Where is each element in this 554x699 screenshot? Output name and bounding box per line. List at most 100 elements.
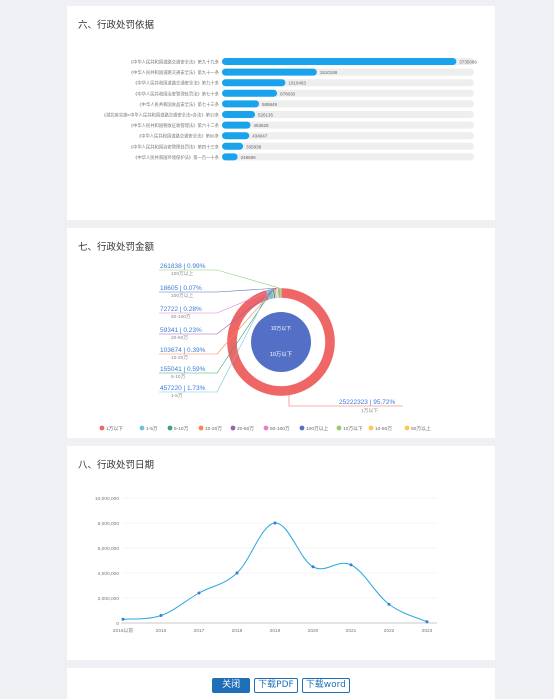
slice-value-label: 261838 | 0.99% [160,263,206,270]
bar [222,79,286,87]
slice-category-label: 5-10万 [171,374,186,380]
legend-marker [336,425,342,431]
bar-value-label: 589849 [262,102,278,107]
slice-value-label: 103674 | 0.39% [160,347,206,354]
donut-slice [226,287,336,397]
bar [222,132,250,140]
bar-category-label: 《中华人民共和国食品安全法》第七十三条 [137,101,219,108]
legal-basis-panel: 六、行政处罚依据 《中华人民共和国道路交通安全法》第九十九条 3735066 《中华… [67,6,495,220]
bar-category-label: 《中华人民共和国道路交通安全法》第九十一条 [129,69,220,76]
legal-basis-bar-chart: 《中华人民共和国道路交通安全法》第九十九条 3735066 《中华人民共和国道路交通… [102,58,477,161]
legend-label: 5-10万 [174,426,189,432]
slice-category-label: 100万以上 [171,292,194,299]
x-tick-label: 2016以前 [113,627,133,634]
bar-category-label: 《中华人民共和国道路交通安全法》第九十条 [133,80,220,87]
bar-value-label: 526135 [258,113,274,118]
download-pdf-button[interactable]: 下载PDF [254,678,298,693]
legend-label: 10-50万 [375,426,392,432]
bar-value-label: 1510188 [320,70,338,75]
y-tick-label: 6,000,000 [98,546,120,552]
y-tick-label: 0 [116,621,119,627]
y-tick-label: 8,000,000 [98,521,120,527]
y-tick-label: 10,000,000 [95,496,119,502]
bar-value-label: 434047 [252,134,268,139]
slice-value-label: 72722 | 0.28% [160,306,202,313]
legend-label: 1万以下 [106,426,123,432]
data-point [159,614,163,617]
x-tick-label: 2021 [346,628,357,634]
x-tick-label: 2016 [156,628,167,634]
donut-inner-disc [251,312,311,372]
legend-label: 10-20万 [205,426,222,432]
section-title-penalty-date: 八、行政处罚日期 [78,460,155,471]
callout-line [159,287,278,293]
slice-value-label: 155041 | 0.59% [160,366,206,373]
slice-value-label: 59341 | 0.23% [160,327,202,334]
bar [222,142,244,150]
series-line [122,522,428,623]
bar-track [222,100,474,108]
penalty-amount-panel: 七、行政处罚金额 10万以下 10万以下 261838 | 0.99% 100万以上 1… [67,228,495,438]
bar-value-label: 1010463 [288,81,306,86]
bar-value-label: 878030 [280,91,296,96]
legend-marker [198,425,204,431]
legend-marker [404,425,410,431]
legend-marker [139,425,145,431]
bar-track [222,111,474,118]
bar-track [222,142,474,150]
bar-category-label: 《中华人民共和国道路交通安全法》第96条 [137,133,220,140]
slice-category-label: 10-20万 [171,355,188,361]
slice-category-label: 50-100万 [171,314,191,320]
data-point [387,602,391,606]
data-point [197,591,201,595]
penalty-date-panel: 八、行政处罚日期 0 2,000,000 4,000,000 6,000,000 8,0… [67,446,495,660]
section-title-penalty-amount: 七、行政处罚金额 [78,242,155,253]
legend-marker [299,425,305,431]
legend-marker [99,425,105,431]
donut-inner-label: 10万以下 [271,326,292,332]
legend-label: 1-5万 [146,426,158,432]
bar-track [222,153,474,161]
x-tick-label: 2023 [422,628,433,634]
bar [222,68,317,76]
legend-label: 10万以下 [343,426,363,432]
data-point [349,563,353,567]
bar-value-label: 3735066 [459,60,477,65]
slice-value-label: 457220 | 1.73% [160,385,206,392]
slice-category-label: 1万以下 [361,408,378,414]
data-point [425,620,429,624]
legend-marker [230,425,236,431]
legend-marker [167,425,173,431]
x-tick-label: 2017 [194,628,205,634]
bar-value-label: 453626 [253,123,269,128]
x-tick-label: 2018 [232,628,243,634]
bar-category-label: 《中华人民共和国环境保护法》第一百一十条 [133,154,220,161]
callout-line [159,289,270,393]
y-tick-label: 4,000,000 [98,571,120,577]
bar-category-label: 《中华人民共和国治安管理处罚法》第七十条 [133,90,220,97]
legend-label: 100万以上 [306,425,329,432]
close-button[interactable]: 关闭 [212,678,251,693]
slice-category-label: 1-5万 [171,393,183,399]
x-tick-label: 2022 [384,628,395,634]
donut-inner-label: 10万以下 [270,351,293,358]
callout-line [159,269,280,289]
bar [222,100,260,108]
bar [222,121,251,129]
bar-category-label: 《中华人民共和国治安管理处罚法》第四十三条 [129,143,220,150]
legend-label: 50万以上 [411,425,431,432]
bar-track [222,79,474,87]
bar-track [222,132,474,140]
data-point [121,617,125,621]
callout-line [288,394,403,407]
bar-category-label: 《中华人民共和国道路交通安全法》第九十九条 [129,59,220,66]
bar-track [222,89,474,97]
penalty-date-line-chart: 0 2,000,000 4,000,000 6,000,000 8,000,000 10,… [95,496,437,634]
legend-marker [263,425,269,431]
slice-value-label: 18605 | 0.07% [160,285,202,292]
legend-label: 50-100万 [270,426,290,432]
download-word-button[interactable]: 下载word [301,678,350,693]
donut-slice [277,287,282,299]
bar [222,153,238,161]
bar [222,111,256,118]
